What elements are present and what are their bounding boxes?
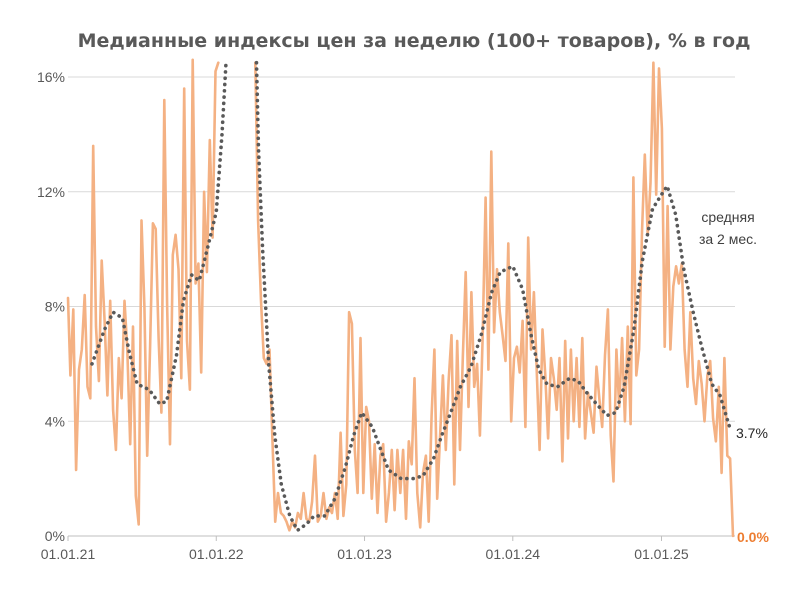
weekly-index-line-0 [66, 58, 220, 526]
average-end-value-label: 3.7% [736, 425, 768, 441]
y-tick-label-4: 4% [45, 413, 65, 429]
y-tick-label-12: 12% [37, 184, 65, 200]
x-axis-tick-labels: 01.01.21 01.01.22 01.01.23 01.01.24 01.01.25 [41, 546, 689, 562]
x-tick-label-2: 01.01.23 [337, 546, 392, 562]
x-tick-label-4: 01.01.25 [634, 546, 689, 562]
x-tick-label-0: 01.01.21 [41, 546, 96, 562]
moving-average-line-3 [254, 60, 733, 533]
y-tick-label-0: 0% [45, 528, 65, 544]
series-end-value-label: 0.0% [737, 529, 769, 545]
x-tick-label-3: 01.01.24 [486, 546, 541, 562]
series-lines [66, 58, 735, 538]
y-axis-tick-labels: 0% 4% 8% 12% 16% [37, 69, 65, 544]
average-label-line1: средняя [701, 209, 754, 225]
x-tick-label-1: 01.01.22 [189, 546, 244, 562]
y-tick-label-16: 16% [37, 69, 65, 85]
average-label-line2: за 2 мес. [699, 231, 757, 247]
moving-average-line-2 [90, 60, 228, 406]
chart-title: Медианные индексы цен за неделю (100+ то… [78, 30, 751, 52]
weekly-index-line-1 [254, 61, 735, 538]
y-tick-label-8: 8% [45, 299, 65, 315]
